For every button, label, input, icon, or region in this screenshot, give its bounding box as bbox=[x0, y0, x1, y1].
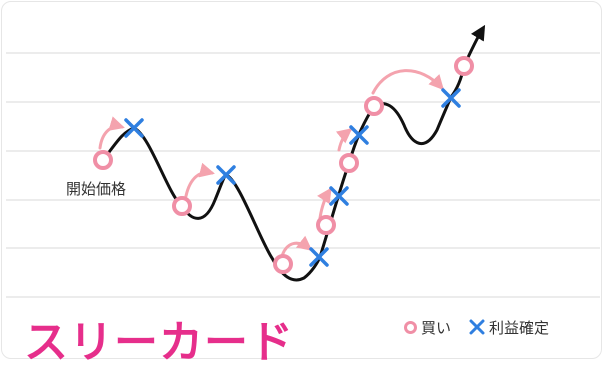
take-profit-marker bbox=[216, 165, 236, 185]
legend-buy: 買い bbox=[404, 317, 451, 338]
buy-markers bbox=[93, 56, 474, 274]
move-arrow bbox=[98, 116, 125, 150]
legend-take-profit-label: 利益確定 bbox=[489, 318, 550, 337]
take-profit-marker bbox=[329, 186, 349, 206]
start-price-label: 開始価格 bbox=[66, 180, 127, 198]
move-arrow bbox=[184, 162, 215, 198]
buy-circle-icon bbox=[404, 320, 417, 334]
buy-marker bbox=[172, 196, 192, 216]
take-profit-x-icon bbox=[469, 319, 485, 335]
take-profit-marker bbox=[441, 88, 461, 108]
grid-lines bbox=[6, 52, 600, 298]
move-arrow bbox=[371, 69, 445, 95]
buy-marker bbox=[273, 254, 293, 274]
move-arrow bbox=[280, 235, 313, 258]
buy-marker bbox=[93, 150, 113, 170]
take-profit-marker bbox=[349, 125, 369, 145]
diagram-title: スリーカード bbox=[24, 317, 294, 368]
buy-marker bbox=[339, 153, 359, 173]
buy-marker bbox=[316, 215, 336, 235]
buy-marker bbox=[364, 96, 384, 116]
legend-take-profit: 利益確定 bbox=[469, 317, 549, 338]
legend: 買い 利益確定 bbox=[404, 315, 567, 339]
diagram-panel bbox=[1, 1, 602, 359]
buy-marker bbox=[454, 56, 474, 76]
legend-buy-label: 買い bbox=[421, 318, 452, 337]
move-arrow bbox=[317, 187, 332, 220]
take-profit-marker bbox=[309, 247, 329, 267]
take-profit-markers bbox=[124, 88, 461, 267]
take-profit-marker bbox=[124, 118, 144, 138]
move-arrow bbox=[335, 128, 353, 152]
move-arrows bbox=[98, 69, 445, 258]
